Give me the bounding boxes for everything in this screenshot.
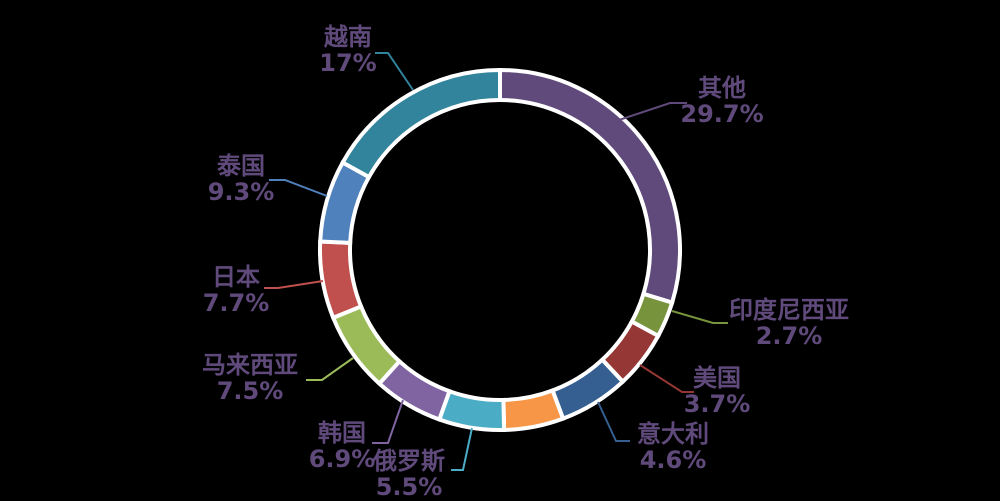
leader-line-7: [306, 357, 354, 381]
segment-label-0: 其他 29.7%: [680, 75, 763, 127]
leader-line-3: [597, 401, 630, 442]
segment-name: 泰国: [217, 152, 265, 180]
segment-label-10: 越南 17%: [319, 24, 376, 76]
segment-name: 俄罗斯: [373, 447, 445, 475]
leader-line-5: [451, 427, 473, 471]
segment-name: 日本: [212, 263, 260, 291]
segment-label-7: 马来西亚 7.5%: [202, 352, 298, 404]
segment-value: 17%: [319, 49, 377, 77]
segment-name: 美国: [693, 364, 741, 392]
segment-name: 马来西亚: [202, 351, 298, 379]
segment-label-3: 意大利 4.6%: [637, 421, 709, 473]
leader-line-9: [269, 179, 328, 197]
segment-value: 7.7%: [202, 289, 270, 317]
pie-slice-8: [318, 239, 364, 321]
segment-label-9: 泰国 9.3%: [208, 153, 275, 205]
leader-line-6: [372, 399, 404, 444]
segment-name: 韩国: [318, 419, 366, 447]
segment-label-6: 韩国 6.9%: [309, 420, 376, 472]
segment-value: 7.5%: [216, 377, 284, 405]
segment-name: 越南: [323, 23, 372, 51]
leader-line-10: [375, 52, 414, 91]
pie-slice-0: [498, 67, 682, 306]
pie-slice-3: [549, 356, 626, 422]
segment-label-8: 日本 7.7%: [203, 264, 270, 316]
leader-line-1: [671, 310, 728, 324]
segment-value: 9.3%: [207, 178, 275, 206]
segment-value: 5.5%: [375, 473, 443, 501]
leader-line-0: [600, 102, 687, 127]
segment-name: 其他: [697, 74, 746, 102]
segment-label-2: 美国 3.7%: [684, 365, 751, 417]
segment-value: 4.6%: [639, 446, 707, 474]
segment-label-1: 印度尼西亚 2.7%: [729, 297, 849, 349]
segment-value: 29.7%: [680, 100, 764, 128]
leader-line-2: [639, 364, 694, 393]
segment-name: 意大利: [637, 420, 709, 448]
segment-label-5: 俄罗斯 5.5%: [373, 448, 445, 500]
segment-value: 6.9%: [308, 445, 376, 473]
pie-slice-10: [339, 67, 502, 180]
leader-line-8: [264, 280, 324, 289]
pie-slice-7: [330, 303, 403, 387]
segment-value: 2.7%: [755, 322, 823, 350]
segment-value: 3.7%: [683, 390, 751, 418]
segment-name: 印度尼西亚: [729, 296, 849, 324]
pie-slice-4: [501, 387, 566, 432]
